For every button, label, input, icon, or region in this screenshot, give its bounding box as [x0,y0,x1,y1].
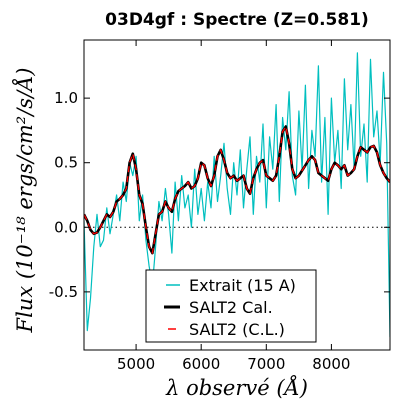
legend-label-extrait: Extrait (15 A) [189,276,296,295]
series-layer [84,52,390,338]
legend-label-salt2-cal: SALT2 Cal. [189,298,273,317]
x-tick-label: 6000 [182,355,220,373]
y-axis-label: Flux (10⁻¹⁸ ergs/cm²/s/Å) [12,68,37,334]
plot-frame [83,39,391,351]
x-axis-label: λ observé (Å) [165,375,308,400]
y-tick-label: 1.0 [54,89,78,107]
chart-title: 03D4gf : Spectre (Z=0.581) [105,10,369,30]
x-tick-label: 8000 [312,355,350,373]
legend-label-salt2-cl: SALT2 (C.L.) [189,320,285,339]
series-line-2 [84,125,390,254]
axis-ticks: 5000 6000 7000 8000 -0.5 0.0 0.5 1.0 [49,40,390,373]
y-tick-label: -0.5 [49,283,78,301]
y-tick-label: 0.0 [54,218,78,236]
y-axis-label-text: Flux (10⁻¹⁸ ergs/cm²/s/Å) [12,68,37,334]
x-tick-label: 7000 [247,355,285,373]
legend: Extrait (15 A) SALT2 Cal. SALT2 (C.L.) [145,269,317,343]
x-tick-label: 5000 [117,355,155,373]
y-tick-label: 0.5 [54,154,78,172]
